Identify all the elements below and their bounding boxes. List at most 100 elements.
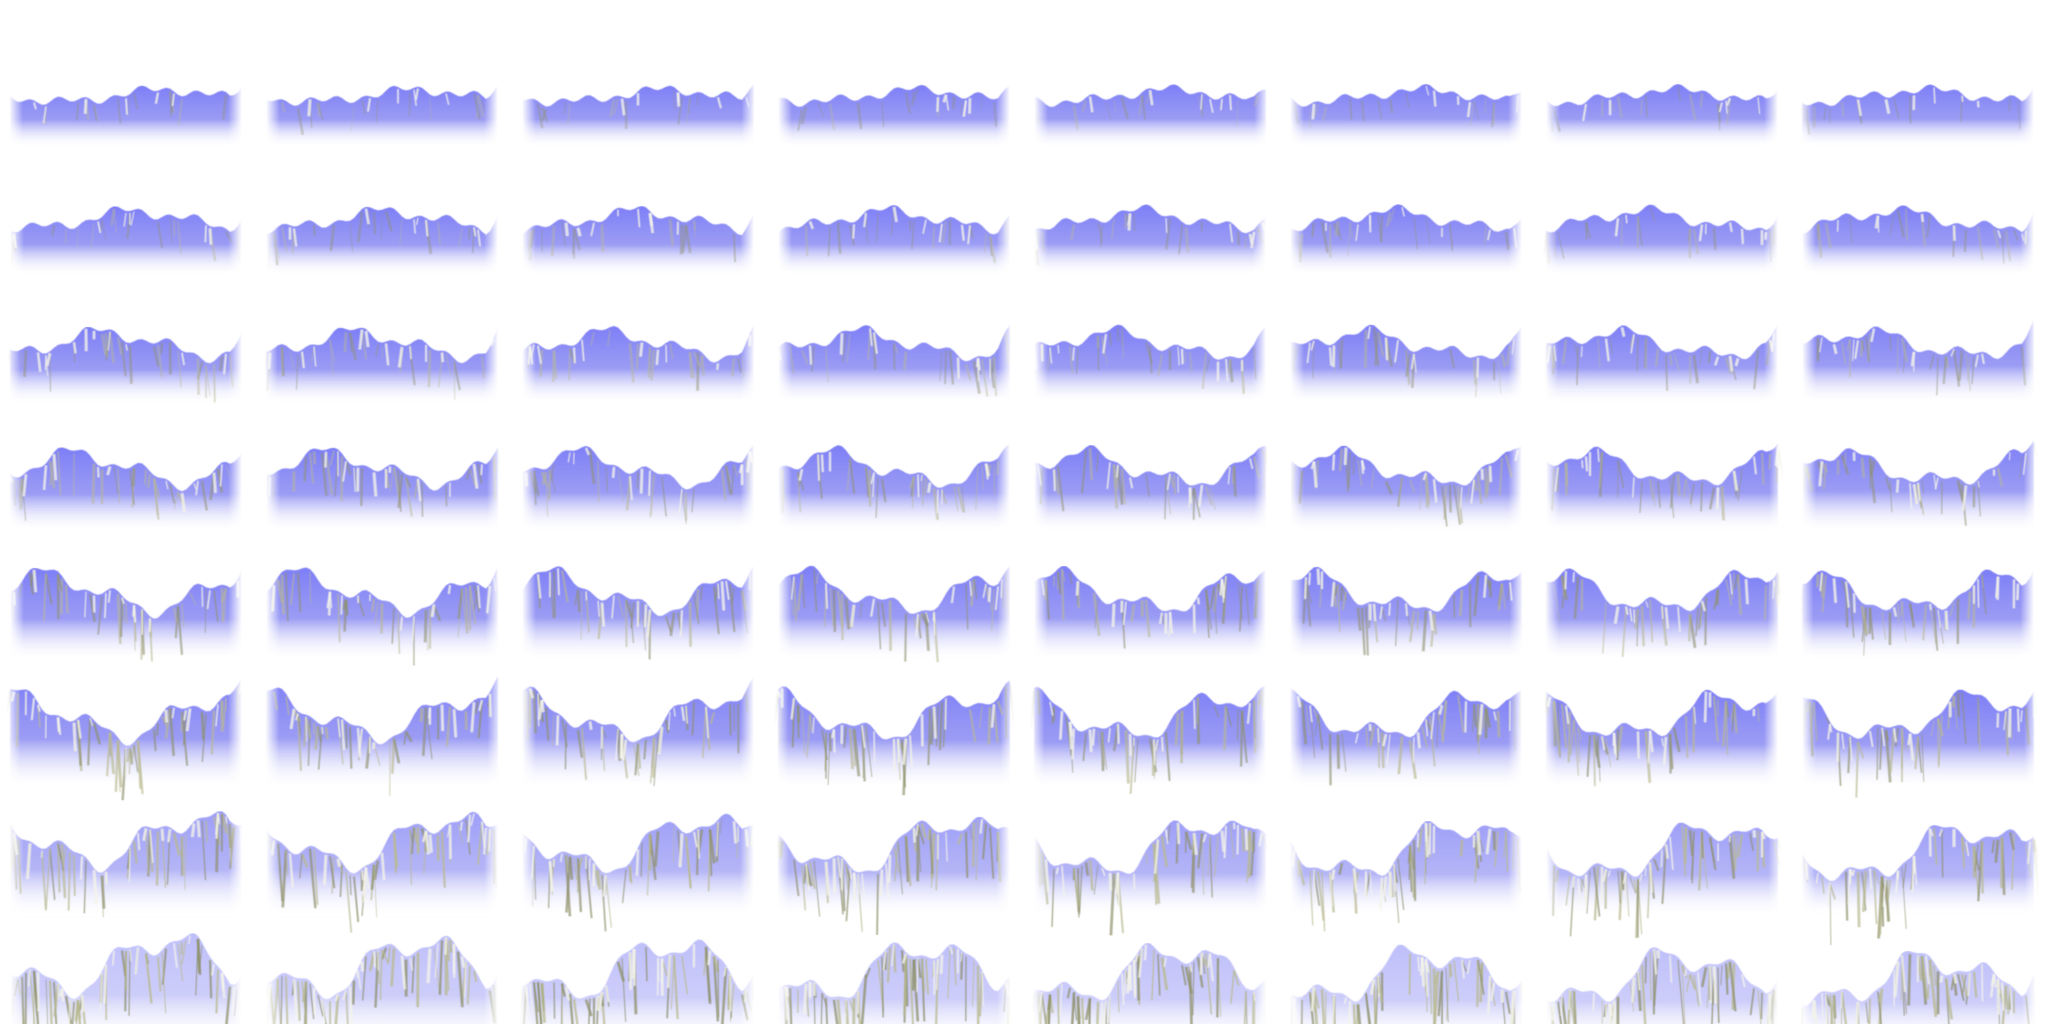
rock-streak <box>387 946 391 965</box>
rock-streak <box>780 469 784 513</box>
rock-streak <box>972 360 981 395</box>
snow-highlight <box>1631 977 1636 1003</box>
snow-highlight <box>1470 479 1475 504</box>
rock-streak <box>177 943 184 982</box>
mountain-silhouette <box>778 942 1010 1024</box>
rock-streak <box>1449 224 1454 251</box>
snow-highlight <box>615 728 619 762</box>
rock-streak <box>1926 215 1931 238</box>
rock-streak <box>1980 841 1984 894</box>
rock-streak <box>133 92 139 110</box>
rock-streak <box>113 467 119 494</box>
rock-streak <box>93 104 98 122</box>
rock-streak <box>1681 825 1687 877</box>
rock-streak <box>457 588 464 619</box>
rock-streak <box>1397 858 1405 911</box>
snow-highlight <box>1939 975 1944 983</box>
snow-highlight <box>896 738 901 763</box>
rock-streak <box>1409 610 1416 643</box>
rock-streak <box>1419 474 1423 511</box>
rock-streak <box>181 603 185 628</box>
rock-streak <box>580 591 583 641</box>
rock-streak <box>1951 696 1956 708</box>
rock-streak <box>1051 868 1055 927</box>
snow-highlight <box>231 986 235 1012</box>
rock-streak <box>133 744 139 773</box>
snow-highlight <box>10 691 16 702</box>
rock-streak <box>1031 993 1035 1021</box>
rock-streak <box>213 590 219 622</box>
snow-highlight <box>548 861 554 892</box>
tile <box>778 444 1010 533</box>
snow-highlight <box>480 464 483 476</box>
snow-highlight <box>555 715 560 746</box>
snow-highlight <box>171 93 175 107</box>
snow-highlight <box>1384 337 1389 361</box>
mountain-silhouette <box>10 811 242 918</box>
snow-highlight <box>723 966 727 977</box>
rock-streak <box>1313 103 1319 118</box>
rock-streak <box>1553 584 1561 622</box>
snow-highlight <box>1546 696 1552 707</box>
rock-streak <box>177 99 183 126</box>
rock-streak <box>1933 607 1939 651</box>
rock-streak <box>1178 224 1183 255</box>
snow-highlight <box>1647 730 1651 764</box>
snow-highlight <box>1934 477 1939 490</box>
rock-streak <box>1669 475 1675 509</box>
rock-streak <box>309 983 315 1020</box>
rock-streak <box>1476 959 1480 1008</box>
rock-streak <box>545 472 549 517</box>
rock-streak <box>669 343 674 359</box>
snow-highlight <box>236 984 239 1022</box>
rock-streak <box>1621 607 1627 658</box>
rock-streak <box>1429 963 1433 1015</box>
rock-streak <box>289 351 295 372</box>
rock-streak <box>964 364 972 381</box>
rock-streak <box>453 361 456 400</box>
snow-highlight <box>1311 103 1316 120</box>
rock-streak <box>565 854 569 874</box>
mountain-silhouette <box>778 565 1010 661</box>
rock-streak <box>1476 474 1483 505</box>
rock-streak <box>390 948 396 987</box>
rock-streak <box>159 342 164 354</box>
rock-streak <box>375 100 379 123</box>
rock-streak <box>1677 86 1682 101</box>
snow-highlight <box>717 583 720 599</box>
tile <box>778 204 1012 277</box>
snow-highlight <box>107 331 111 351</box>
rock-streak <box>1757 706 1760 722</box>
rock-streak <box>693 351 701 368</box>
snow-highlight <box>2020 710 2023 723</box>
rock-streak <box>1448 484 1452 513</box>
snow-highlight <box>1920 213 1925 222</box>
snow-highlight <box>1952 225 1956 241</box>
rock-streak <box>1733 573 1739 589</box>
rock-streak <box>536 981 543 1024</box>
snow-highlight <box>1476 357 1479 378</box>
snow-highlight <box>1639 874 1643 882</box>
snow-highlight <box>1004 982 1011 997</box>
snow-highlight <box>994 586 999 611</box>
rock-streak <box>1894 727 1899 747</box>
rock-streak <box>1216 957 1220 1018</box>
snow-highlight <box>223 353 227 375</box>
rock-streak <box>1576 345 1579 386</box>
rock-streak <box>1830 995 1835 1024</box>
rock-streak <box>1716 589 1720 606</box>
rock-streak <box>1552 108 1561 132</box>
snow-highlight <box>643 604 648 628</box>
snow-highlight <box>987 587 992 602</box>
rock-streak <box>2013 229 2019 241</box>
snow-highlight <box>1584 456 1589 472</box>
snow-highlight <box>820 454 824 473</box>
rock-streak <box>1797 105 1803 119</box>
rock-streak <box>177 221 182 254</box>
rock-streak <box>1296 859 1306 886</box>
rock-streak <box>1425 218 1431 244</box>
rock-streak <box>457 824 464 844</box>
snow-highlight <box>1068 721 1073 750</box>
rock-streak <box>295 354 299 390</box>
snow-highlight <box>1572 572 1575 583</box>
